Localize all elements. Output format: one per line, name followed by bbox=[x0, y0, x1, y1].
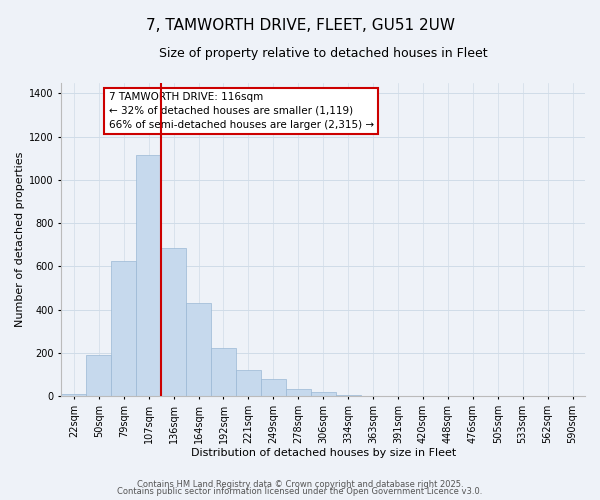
Bar bbox=[136, 156, 161, 396]
Bar bbox=[236, 370, 261, 396]
Bar bbox=[261, 378, 286, 396]
Text: 7, TAMWORTH DRIVE, FLEET, GU51 2UW: 7, TAMWORTH DRIVE, FLEET, GU51 2UW bbox=[146, 18, 455, 32]
Y-axis label: Number of detached properties: Number of detached properties bbox=[15, 152, 25, 327]
Bar bbox=[286, 390, 311, 396]
Text: Contains public sector information licensed under the Open Government Licence v3: Contains public sector information licen… bbox=[118, 487, 482, 496]
Bar bbox=[61, 394, 86, 396]
Bar bbox=[161, 248, 186, 396]
Text: 7 TAMWORTH DRIVE: 116sqm
← 32% of detached houses are smaller (1,119)
66% of sem: 7 TAMWORTH DRIVE: 116sqm ← 32% of detach… bbox=[109, 92, 374, 130]
Text: Contains HM Land Registry data © Crown copyright and database right 2025.: Contains HM Land Registry data © Crown c… bbox=[137, 480, 463, 489]
Bar bbox=[211, 348, 236, 397]
X-axis label: Distribution of detached houses by size in Fleet: Distribution of detached houses by size … bbox=[191, 448, 456, 458]
Title: Size of property relative to detached houses in Fleet: Size of property relative to detached ho… bbox=[159, 48, 488, 60]
Bar bbox=[86, 354, 111, 397]
Bar bbox=[311, 392, 335, 396]
Bar bbox=[111, 260, 136, 396]
Bar bbox=[186, 304, 211, 396]
